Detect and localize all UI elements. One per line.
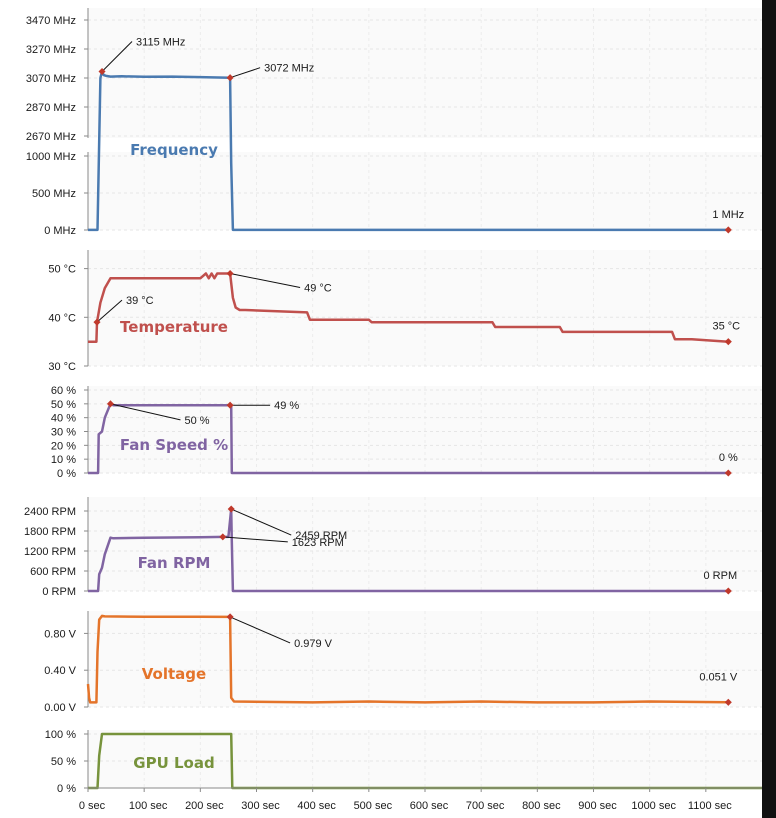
voltage-data-point bbox=[724, 698, 732, 706]
x-tick-label: 0 sec bbox=[79, 800, 106, 812]
frequency-series-line bbox=[88, 70, 729, 232]
fan_speed-data-point bbox=[226, 401, 234, 409]
frequency-y-tick-label: 3470 MHz bbox=[26, 15, 76, 27]
frequency-annotation-label: 3115 MHz bbox=[136, 36, 185, 48]
x-tick-label: 600 sec bbox=[410, 800, 449, 812]
window-edge bbox=[762, 0, 776, 818]
voltage-annotation-label: 0.051 V bbox=[699, 671, 738, 683]
fan_speed-y-tick-label: 10 % bbox=[51, 454, 76, 466]
frequency-annotation-leader bbox=[229, 67, 261, 79]
frequency-data-point bbox=[98, 67, 106, 76]
fan_speed-data-point bbox=[106, 400, 115, 408]
fan_speed-data-point bbox=[724, 469, 732, 477]
temperature-data-point bbox=[93, 318, 101, 326]
frequency-annotation-label: 3072 MHz bbox=[264, 63, 314, 75]
temperature-series-line bbox=[88, 272, 729, 343]
fan_rpm-y-tick-label: 600 RPM bbox=[30, 566, 76, 578]
x-tick-label: 100 sec bbox=[129, 800, 168, 812]
fan_speed-y-tick-label: 60 % bbox=[51, 385, 76, 397]
fan_rpm-y-tick-label: 1200 RPM bbox=[24, 546, 76, 558]
gpu_load-y-tick-label: 0 % bbox=[57, 783, 76, 795]
frequency-y-tick-label: 0 MHz bbox=[44, 225, 76, 237]
x-tick-label: 300 sec bbox=[241, 800, 280, 812]
fan_speed-y-tick-label: 20 % bbox=[51, 440, 76, 452]
fan_speed-y-tick-label: 40 % bbox=[51, 413, 76, 425]
frequency-y-tick-label: 3270 MHz bbox=[26, 44, 76, 56]
fan_rpm-data-point bbox=[724, 587, 732, 595]
x-tick-label: 500 sec bbox=[354, 800, 393, 812]
fan_rpm-annotation-leader bbox=[222, 536, 288, 543]
frequency-panel-title: Frequency bbox=[130, 141, 218, 159]
x-tick-label: 700 sec bbox=[466, 800, 505, 812]
fan_rpm-series-line bbox=[88, 507, 729, 593]
voltage-panel-title: Voltage bbox=[142, 665, 206, 683]
fan_speed-y-tick-label: 50 % bbox=[51, 399, 76, 411]
x-tick-label: 900 sec bbox=[578, 800, 617, 812]
frequency-annotation-leader bbox=[101, 41, 133, 72]
temperature-y-tick-label: 30 °C bbox=[48, 361, 76, 373]
fan_speed-annotation-leader bbox=[110, 403, 181, 421]
temperature-annotation-leader bbox=[96, 299, 123, 323]
temperature-data-point bbox=[724, 338, 732, 346]
frequency-axis-break bbox=[80, 138, 762, 152]
fan_rpm-data-point bbox=[227, 505, 235, 513]
frequency-y-tick-label: 500 MHz bbox=[32, 188, 76, 200]
voltage-annotation-leader bbox=[229, 616, 291, 644]
temperature-annotation-leader bbox=[230, 272, 301, 288]
frequency-y-tick-label: 1000 MHz bbox=[26, 151, 76, 163]
fan_rpm-y-tick-label: 0 RPM bbox=[42, 586, 76, 598]
voltage-annotation-label: 0.979 V bbox=[294, 638, 333, 650]
gpu_load-y-tick-label: 100 % bbox=[45, 729, 76, 741]
frequency-data-point bbox=[724, 226, 732, 234]
x-tick-label: 800 sec bbox=[522, 800, 561, 812]
fan_rpm-panel-title: Fan RPM bbox=[138, 554, 211, 572]
temperature-annotation-label: 39 °C bbox=[126, 295, 154, 307]
frequency-data-point bbox=[226, 74, 234, 82]
frequency-y-tick-label: 3070 MHz bbox=[26, 73, 76, 85]
x-tick-label: 1000 sec bbox=[631, 800, 676, 812]
temperature-y-tick-label: 40 °C bbox=[48, 312, 76, 324]
voltage-y-tick-label: 0.40 V bbox=[44, 665, 76, 677]
temperature-annotation-label: 49 °C bbox=[304, 282, 332, 294]
fan_speed-panel-title: Fan Speed % bbox=[120, 436, 228, 454]
x-tick-label: 200 sec bbox=[185, 800, 224, 812]
fan_speed-annotation-label: 50 % bbox=[184, 415, 209, 427]
temperature-data-point bbox=[226, 269, 234, 278]
gpu_load-panel-title: GPU Load bbox=[133, 754, 214, 772]
temperature-panel-title: Temperature bbox=[120, 318, 228, 336]
frequency-y-tick-label: 2670 MHz bbox=[26, 131, 76, 143]
fan_rpm-annotation-label: 2459 RPM bbox=[295, 530, 347, 542]
x-tick-label: 400 sec bbox=[297, 800, 336, 812]
fan_rpm-annotation-label: 1623 RPM bbox=[292, 537, 344, 549]
frequency-y-tick-label: 2870 MHz bbox=[26, 102, 76, 114]
x-tick-label: 1100 sec bbox=[688, 800, 732, 812]
temperature-annotation-label: 35 °C bbox=[712, 321, 740, 333]
voltage-y-tick-label: 0.80 V bbox=[44, 628, 76, 640]
fan_rpm-y-tick-label: 2400 RPM bbox=[24, 506, 76, 518]
fan_speed-y-tick-label: 0 % bbox=[57, 468, 76, 480]
fan_rpm-data-point bbox=[219, 533, 227, 541]
fan_rpm-annotation-label: 0 RPM bbox=[703, 570, 737, 582]
frequency-annotation-label: 1 MHz bbox=[712, 209, 744, 221]
temperature-y-tick-label: 50 °C bbox=[48, 264, 76, 276]
voltage-y-tick-label: 0.00 V bbox=[44, 702, 76, 714]
fan_rpm-y-tick-label: 1800 RPM bbox=[24, 526, 76, 538]
fan_speed-annotation-label: 0 % bbox=[719, 452, 738, 464]
gpu_load-y-tick-label: 50 % bbox=[51, 756, 76, 768]
voltage-data-point bbox=[226, 613, 234, 621]
fan_speed-y-tick-label: 30 % bbox=[51, 427, 76, 439]
fan_rpm-annotation-leader bbox=[231, 508, 292, 536]
fan_speed-annotation-label: 49 % bbox=[274, 400, 299, 412]
